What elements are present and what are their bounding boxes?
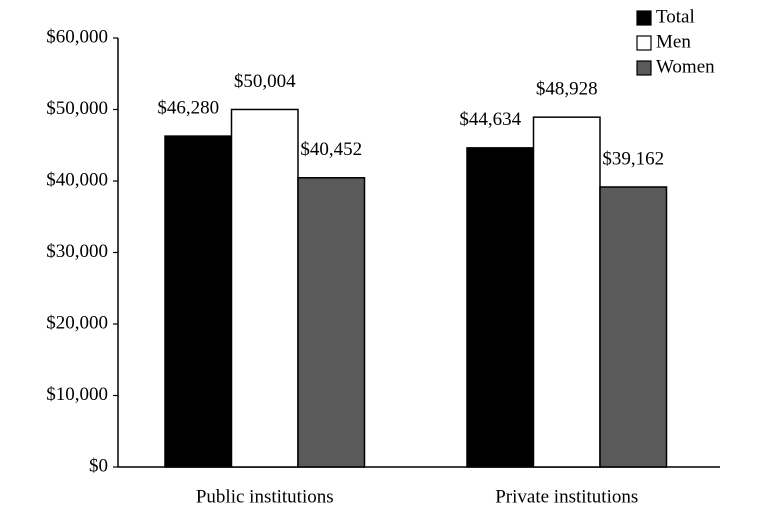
legend-label: Total xyxy=(656,6,695,27)
bar xyxy=(466,147,535,468)
bar xyxy=(599,186,668,468)
value-label: $46,280 xyxy=(157,97,219,118)
bar xyxy=(164,135,233,468)
value-label: $39,162 xyxy=(602,148,664,169)
bar xyxy=(297,177,366,468)
value-label: $50,004 xyxy=(234,71,296,92)
legend-swatch xyxy=(636,10,652,26)
y-tick-label: $0 xyxy=(89,455,108,476)
legend-label: Men xyxy=(656,31,691,52)
x-tick-label: Public institutions xyxy=(196,486,334,507)
y-tick-label: $30,000 xyxy=(46,241,108,262)
legend-label: Women xyxy=(656,56,715,77)
value-label: $44,634 xyxy=(459,109,521,130)
y-tick-label: $50,000 xyxy=(46,98,108,119)
legend-swatch xyxy=(636,60,652,76)
bar xyxy=(532,116,601,468)
legend-swatch xyxy=(636,35,652,51)
value-label: $40,452 xyxy=(300,139,362,160)
y-tick-label: $10,000 xyxy=(46,384,108,405)
y-tick-label: $20,000 xyxy=(46,312,108,333)
y-tick-label: $40,000 xyxy=(46,169,108,190)
y-tick-label: $60,000 xyxy=(46,26,108,47)
bar xyxy=(230,108,299,468)
x-tick-label: Private institutions xyxy=(495,486,638,507)
value-label: $48,928 xyxy=(536,79,598,100)
